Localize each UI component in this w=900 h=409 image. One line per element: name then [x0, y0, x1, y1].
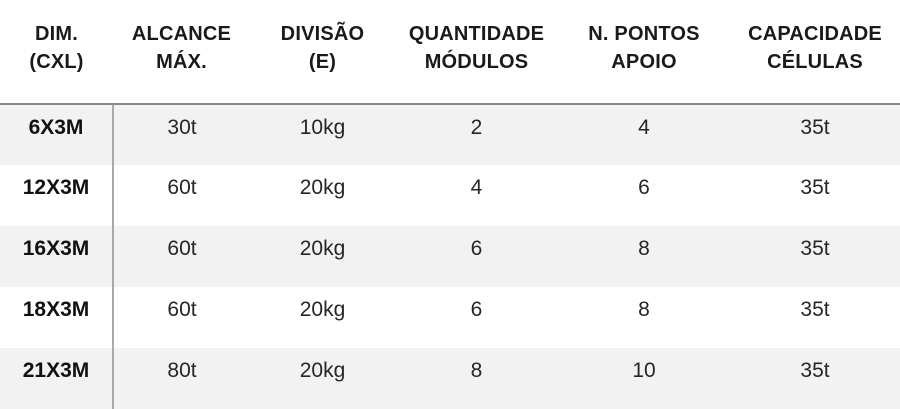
cell-alcance-max: 80t [167, 359, 197, 382]
cell-quantidade-modulos: 4 [470, 176, 483, 199]
table-row-6x3m: 6X3M 30t 10kg 2 4 35t [0, 104, 900, 165]
cell-pontos-apoio: 10 [632, 359, 656, 382]
cell-dim: 16X3M [0, 226, 114, 287]
column-header-capacidade-line1: CAPACIDADE [748, 23, 882, 45]
column-header-dim: DIM. (CXL) [0, 0, 113, 105]
cell-alcance-max: 60t [167, 176, 197, 199]
cell-capacidade-celulas: 35t [800, 298, 830, 321]
cell-dim: 12X3M [0, 165, 114, 226]
column-header-capacidade-celulas: CAPACIDADE CÉLULAS [730, 0, 900, 105]
cell-alcance-max: 60t [167, 298, 197, 321]
cell-capacidade-celulas: 35t [800, 237, 830, 260]
cell-quantidade-modulos: 6 [470, 237, 483, 260]
column-header-pontos-line1: N. PONTOS [588, 23, 700, 45]
table-body: 6X3M 30t 10kg 2 4 35t 12X3M 60t 20kg 4 6… [0, 104, 900, 409]
table-row-21x3m: 21X3M 80t 20kg 8 10 35t [0, 348, 900, 409]
cell-divisao: 10kg [299, 116, 346, 139]
column-header-pontos-line2: APOIO [611, 51, 677, 73]
column-header-dim-line1: DIM. [34, 23, 79, 45]
column-header-divisao-line1: DIVISÃO [280, 23, 365, 45]
cell-quantidade-modulos: 6 [470, 298, 483, 321]
column-header-alcance-max: ALCANCE MÁX. [113, 0, 250, 105]
table-header: DIM. (CXL) ALCANCE MÁX. DIVISÃO (E) QUAN… [0, 0, 900, 105]
table-row-18x3m: 18X3M 60t 20kg 6 8 35t [0, 287, 900, 348]
cell-capacidade-celulas: 35t [800, 359, 830, 382]
table-row-12x3m: 12X3M 60t 20kg 4 6 35t [0, 165, 900, 226]
cell-dim: 6X3M [0, 104, 114, 165]
cell-dim: 21X3M [0, 348, 114, 409]
table-row-16x3m: 16X3M 60t 20kg 6 8 35t [0, 226, 900, 287]
column-header-quantidade-modulos: QUANTIDADE MÓDULOS [395, 0, 558, 105]
cell-capacidade-celulas: 35t [800, 176, 830, 199]
cell-divisao: 20kg [299, 176, 346, 199]
cell-capacidade-celulas: 35t [800, 116, 830, 139]
column-header-pontos-apoio: N. PONTOS APOIO [558, 0, 730, 105]
cell-divisao: 20kg [299, 359, 346, 382]
cell-alcance-max: 60t [167, 237, 197, 260]
cell-pontos-apoio: 8 [638, 298, 650, 321]
cell-divisao: 20kg [299, 298, 346, 321]
column-header-alcance-line2: MÁX. [156, 51, 207, 73]
cell-quantidade-modulos: 2 [470, 116, 483, 139]
column-header-divisao-line2: (E) [308, 51, 337, 73]
cell-pontos-apoio: 6 [638, 176, 650, 199]
cell-divisao: 20kg [299, 237, 346, 260]
header-row: DIM. (CXL) ALCANCE MÁX. DIVISÃO (E) QUAN… [0, 0, 900, 105]
column-header-quantidade-line2: MÓDULOS [424, 51, 529, 73]
column-header-capacidade-line2: CÉLULAS [767, 51, 863, 73]
cell-quantidade-modulos: 8 [470, 359, 483, 382]
column-header-alcance-line1: ALCANCE [131, 23, 232, 45]
column-header-quantidade-line1: QUANTIDADE [408, 23, 545, 45]
column-header-dim-line2: (CXL) [29, 51, 84, 73]
column-header-divisao: DIVISÃO (E) [250, 0, 395, 105]
cell-alcance-max: 30t [167, 116, 197, 139]
cell-pontos-apoio: 4 [638, 116, 650, 139]
cell-pontos-apoio: 8 [638, 237, 650, 260]
cell-dim: 18X3M [0, 287, 114, 348]
